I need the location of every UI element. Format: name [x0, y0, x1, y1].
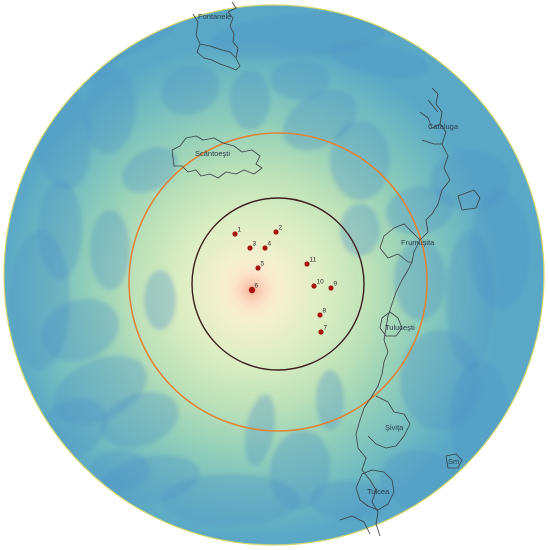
town-label-frumusita: Frumuşita — [401, 238, 435, 247]
terrain-streak — [160, 474, 300, 526]
boundary-tulcea — [355, 469, 395, 511]
site-label-9: 9 — [334, 281, 338, 288]
boundary-sivita — [367, 395, 411, 449]
site-marker-5[interactable] — [255, 265, 261, 271]
terrain-streak — [160, 65, 220, 115]
town-label-scantoesti: Scântoeşti — [195, 149, 230, 158]
site-label-7: 7 — [324, 325, 328, 332]
town-labels: Fontanele Scântoeşti Cataluga Frumuşita … — [195, 12, 459, 496]
town-label-sivita: Şiviţa — [385, 423, 404, 432]
boundary-fontanele-inner — [199, 43, 237, 59]
boundary-frumusita — [379, 223, 421, 263]
terrain-streak — [316, 370, 344, 430]
town-label-cataluga: Cataluga — [428, 122, 459, 131]
terrain-shadow-streaks — [10, 11, 530, 526]
site-label-2: 2 — [279, 225, 283, 232]
site-label-10: 10 — [317, 279, 325, 286]
terrain-streak — [310, 480, 390, 520]
boundary-east-river — [355, 87, 451, 537]
site-marker-10[interactable] — [311, 283, 317, 289]
site-marker-3[interactable] — [247, 245, 253, 251]
boundary-fontanele — [192, 1, 241, 71]
site-marker-8[interactable] — [317, 312, 323, 318]
terrain-streak — [446, 230, 494, 370]
site-label-3: 3 — [253, 241, 257, 248]
terrain-streak — [144, 270, 176, 330]
site-marker-7[interactable] — [318, 329, 324, 335]
terrain-streak — [386, 185, 454, 235]
terrain-streak — [330, 42, 430, 78]
terrain-streak — [230, 70, 270, 130]
site-label-6: 6 — [255, 283, 259, 290]
site-label-8: 8 — [323, 308, 327, 315]
terrain-streak — [269, 430, 331, 510]
site-marker-2[interactable] — [273, 229, 279, 235]
site-label-5: 5 — [261, 261, 265, 268]
admin-boundaries — [171, 1, 481, 537]
terrain-streak — [270, 60, 330, 100]
terrain-streak — [340, 204, 380, 256]
terrain-streak — [90, 450, 150, 490]
town-label-fontanele: Fontanele — [198, 12, 231, 21]
terrain-streak — [122, 147, 178, 193]
boundary-tulucesti — [379, 311, 403, 337]
site-marker-6[interactable] — [248, 286, 256, 294]
inner-range-ring — [191, 197, 365, 371]
site-label-11: 11 — [310, 257, 317, 264]
site-marker-1[interactable] — [232, 231, 238, 237]
measurement-sites: 1 2 3 4 5 6 7 8 9 10 11 — [232, 225, 338, 335]
terrain-streak — [90, 210, 130, 290]
site-label-1: 1 — [238, 227, 242, 234]
site-marker-4[interactable] — [262, 245, 268, 251]
terrain-streak — [330, 120, 390, 200]
terrain-streak — [394, 240, 446, 320]
boundary-scantoesti — [171, 135, 263, 179]
site-marker-9[interactable] — [328, 285, 334, 291]
boundary-sm — [445, 453, 463, 469]
site-marker-11[interactable] — [304, 261, 310, 267]
boundary-east-small — [457, 189, 481, 211]
coverage-rim — [3, 4, 545, 546]
town-label-tulucesti: Tuluceşti — [385, 323, 415, 332]
terrain-streak — [101, 391, 179, 449]
outer-range-ring — [128, 132, 428, 432]
town-label-sm: Sm — [448, 457, 459, 466]
site-label-4: 4 — [268, 241, 272, 248]
town-label-tulcea: Tulcea — [367, 487, 390, 496]
boundary-cataluga — [419, 99, 442, 145]
boundary-bottom — [339, 515, 371, 535]
terrain-streak — [41, 298, 119, 362]
terrain-streak — [83, 66, 137, 154]
